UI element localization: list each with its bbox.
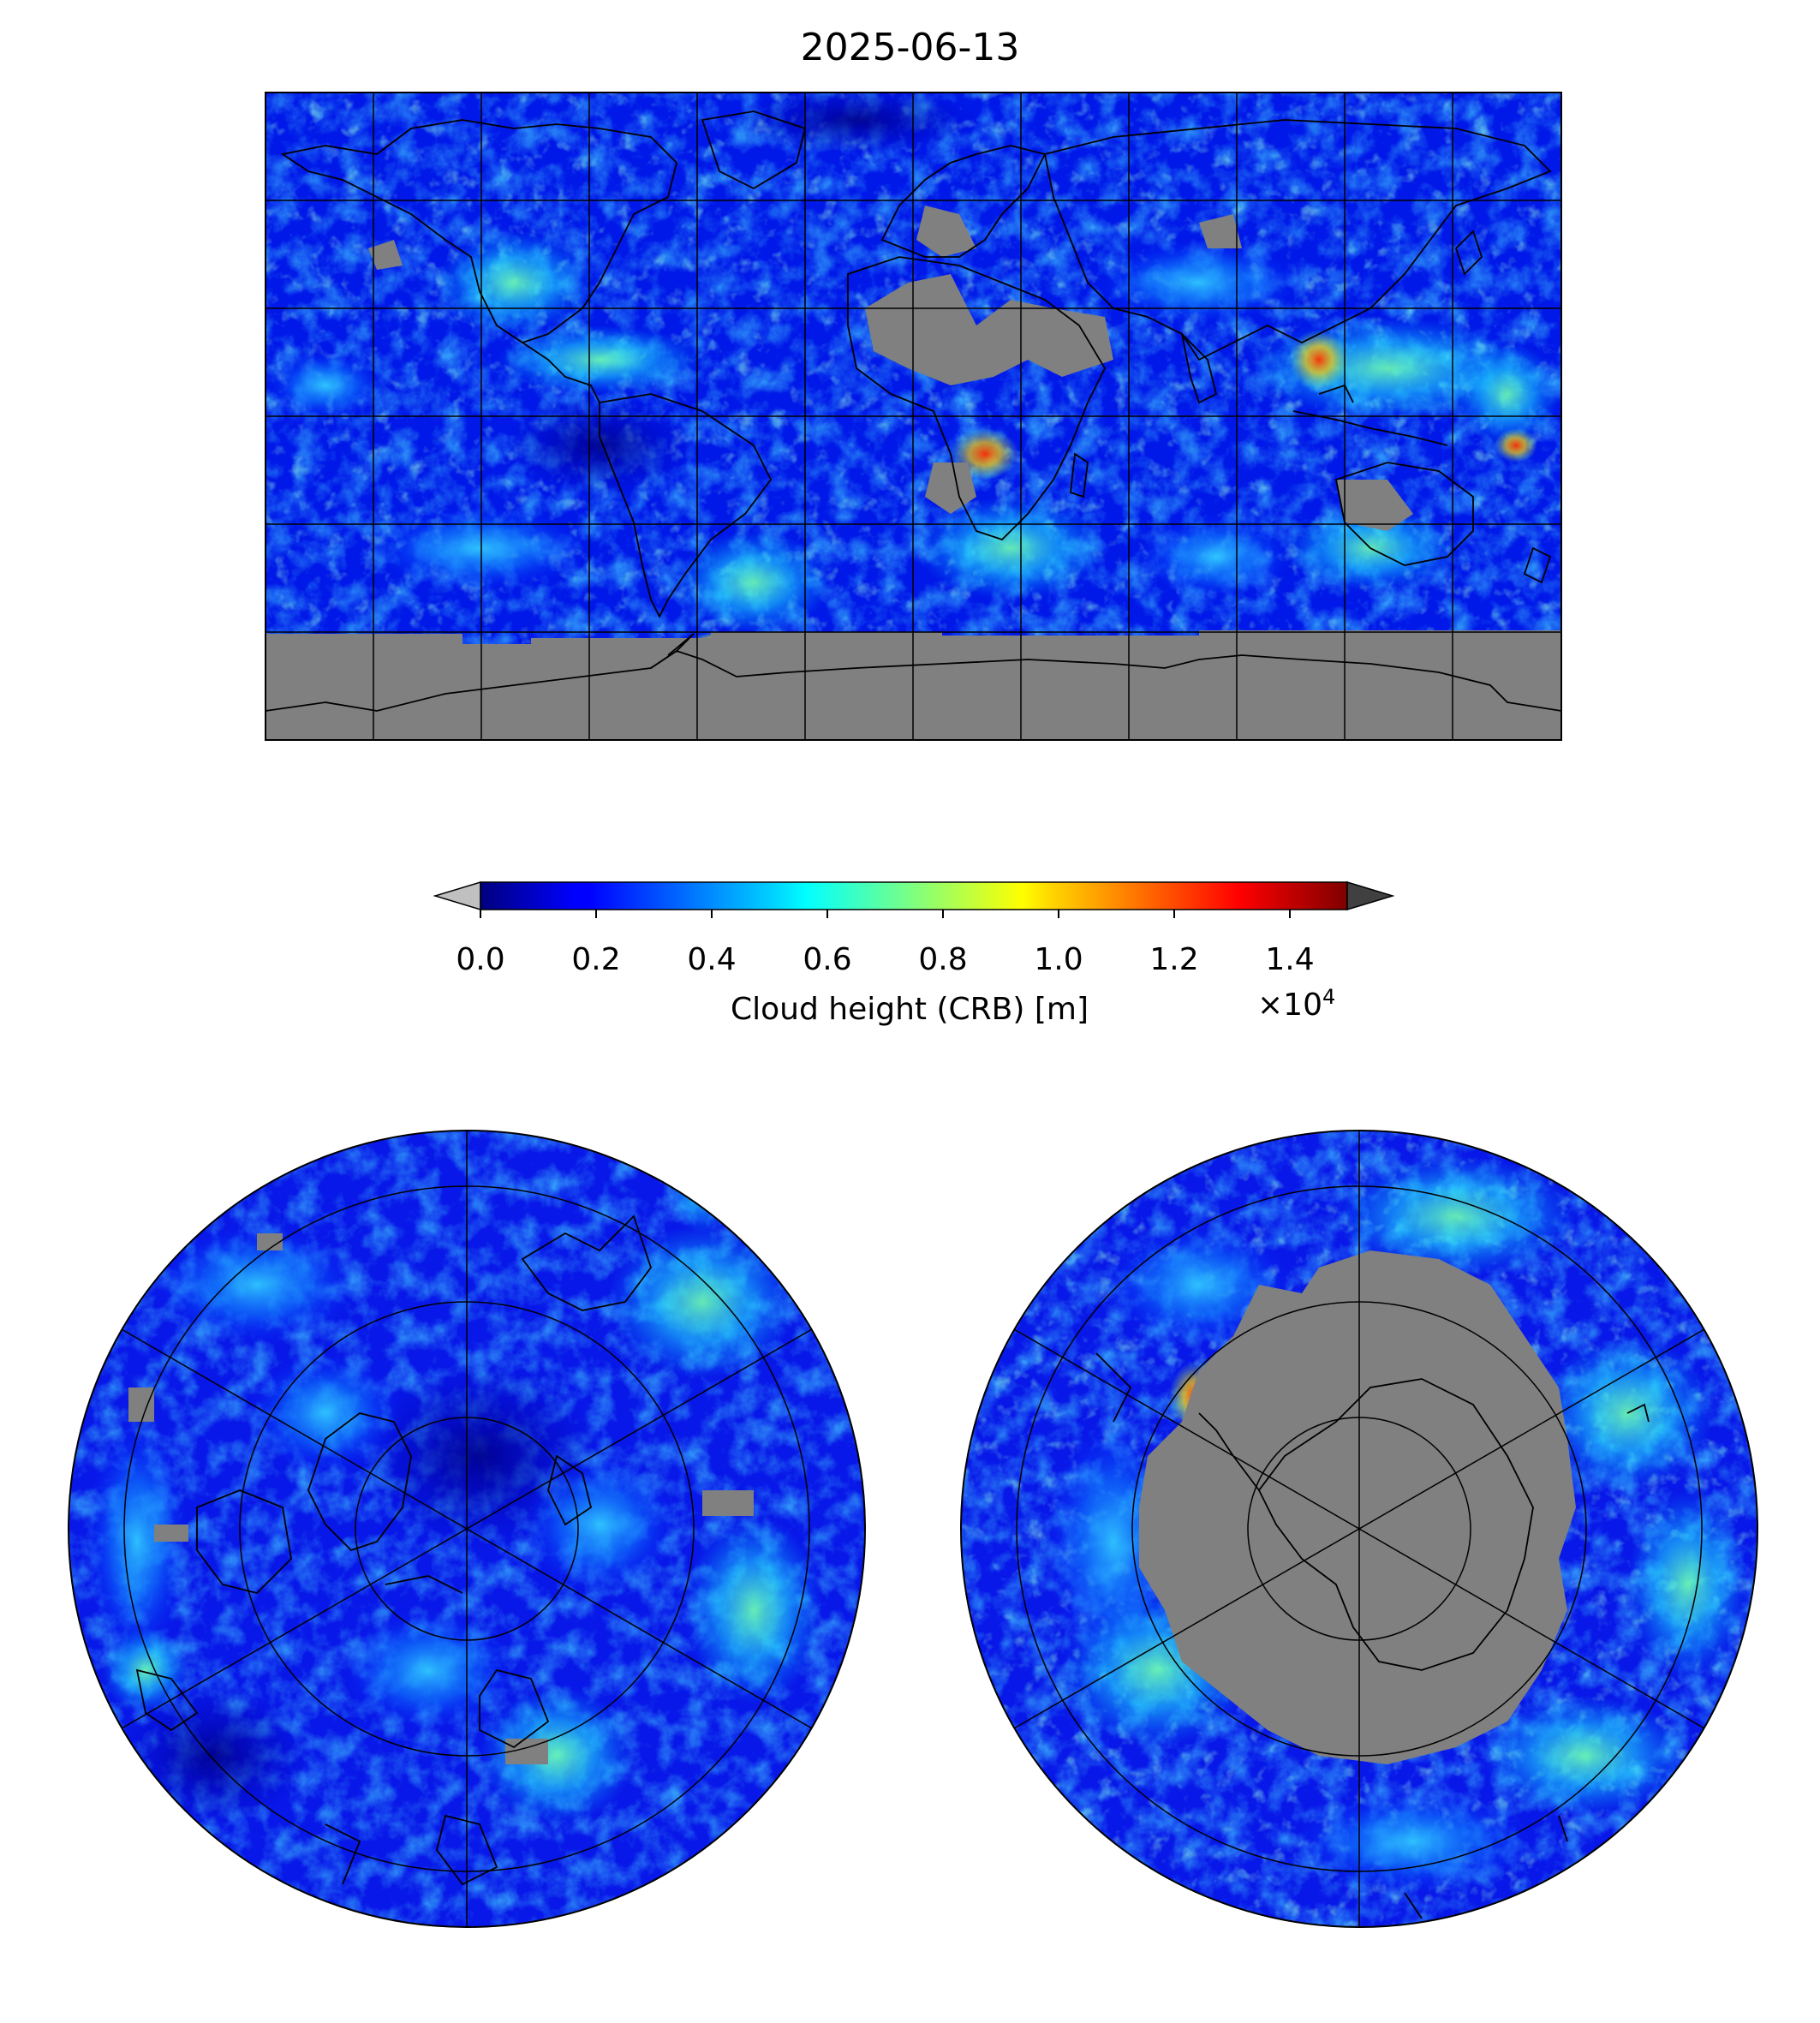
colorbar-multiplier: ×104	[1257, 985, 1335, 1023]
map-title: 2025-06-13	[800, 26, 1020, 69]
south-polar-map	[961, 1131, 1757, 1927]
colorbar	[433, 880, 1395, 918]
np-cloud-features	[86, 1131, 822, 1824]
colorbar-tick-label: 0.4	[687, 942, 737, 977]
north-polar-frame	[68, 1130, 866, 1928]
colorbar-over-triangle	[1346, 880, 1395, 911]
colorbar-tick-label: 1.4	[1265, 942, 1315, 977]
sp-missing-data	[1139, 1250, 1576, 1764]
sp-graticule	[1013, 1131, 1705, 1927]
graticule	[266, 92, 1561, 740]
colorbar-under-triangle	[433, 880, 481, 911]
north-polar-map	[69, 1131, 865, 1927]
colorbar-gradient	[480, 881, 1348, 910]
colorbar-tick-label: 0.2	[571, 942, 621, 977]
colorbar-label: Cloud height (CRB) [m]	[730, 992, 1089, 1027]
colorbar-multiplier-base: ×10	[1257, 988, 1322, 1023]
global-map	[266, 92, 1561, 740]
colorbar-tick-label: 0.8	[918, 942, 968, 977]
colorbar-multiplier-exponent: 4	[1322, 985, 1336, 1009]
sp-cloud-features	[1045, 1156, 1747, 1893]
sp-coastlines	[1095, 1352, 1650, 1919]
colorbar-tick-label: 0.0	[456, 942, 505, 977]
colorbar-tick-label: 1.2	[1149, 942, 1199, 977]
colorbar-tick-label: 1.0	[1034, 942, 1083, 977]
colorbar-tick-label: 0.6	[803, 942, 852, 977]
south-polar-frame	[960, 1130, 1758, 1928]
np-graticule	[121, 1131, 813, 1927]
global-map-frame	[265, 92, 1562, 741]
colorbar-tick-marks	[480, 910, 1291, 918]
